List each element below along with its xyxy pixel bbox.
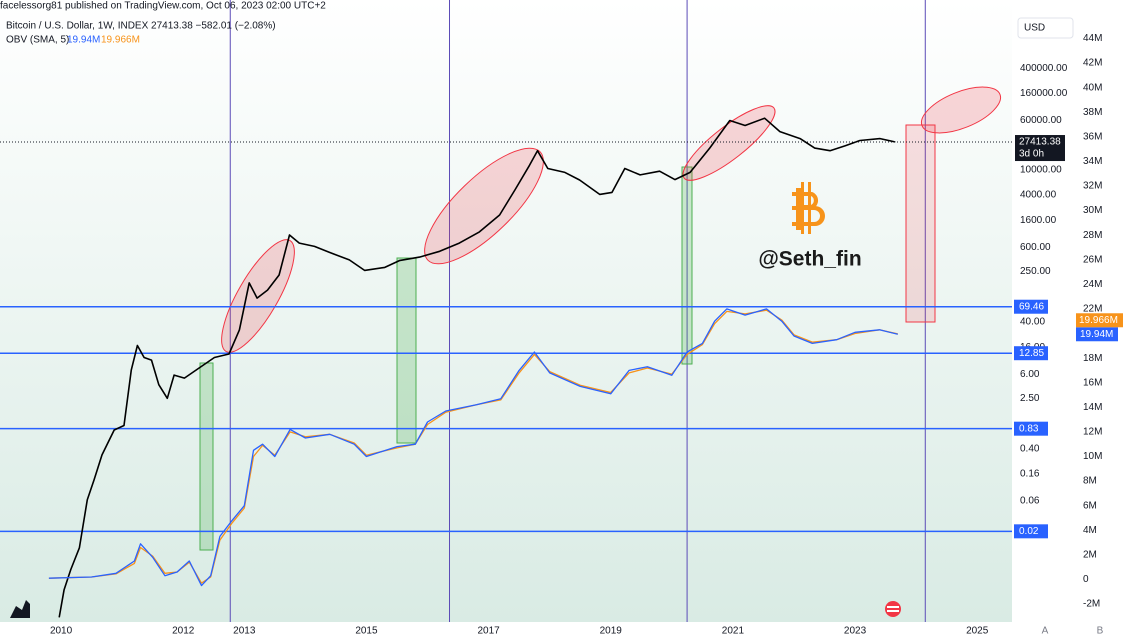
y2-tick-label: 18M bbox=[1083, 353, 1102, 364]
green-zone bbox=[681, 166, 693, 365]
series-line bbox=[48, 308, 898, 587]
obv-value: 19.94M bbox=[67, 35, 100, 46]
level-badge bbox=[1014, 524, 1048, 539]
publisher: facelessorg81 published on TradingView.c… bbox=[0, 1, 326, 12]
y2-tick-label: -2M bbox=[1083, 599, 1100, 610]
y2-tick-label: 10M bbox=[1083, 451, 1102, 462]
tv-logo bbox=[10, 600, 30, 618]
level-badge bbox=[1014, 299, 1048, 314]
x-tick-label: 2013 bbox=[233, 626, 256, 637]
y-tick-label: 6.00 bbox=[1020, 369, 1040, 380]
x-tick-label: 2012 bbox=[172, 626, 195, 637]
symbol-legend: Bitcoin / U.S. Dollar, 1W, INDEX 27413.3… bbox=[6, 21, 276, 32]
x-tick-label: 2015 bbox=[355, 626, 378, 637]
watermark: @Seth_fin bbox=[758, 248, 861, 271]
level-label: 12.85 bbox=[1019, 348, 1044, 359]
y2-tick-label: 22M bbox=[1083, 304, 1102, 315]
y-tick-label: 40.00 bbox=[1020, 317, 1045, 328]
y-tick-label: 600.00 bbox=[1020, 242, 1051, 253]
y2-tick-label: 42M bbox=[1083, 58, 1102, 69]
y-tick-label: 400000.00 bbox=[1020, 63, 1068, 74]
y2-tick-label: 38M bbox=[1083, 107, 1102, 118]
logo-tick bbox=[801, 182, 804, 234]
series-line bbox=[58, 117, 896, 618]
obv-sma-value: 19.966M bbox=[101, 35, 140, 46]
obv-sma-badge bbox=[1076, 313, 1123, 328]
y2-tick-label: 0 bbox=[1083, 574, 1089, 585]
bitcoin-logo bbox=[792, 182, 825, 234]
y-tick-label: 0.40 bbox=[1020, 443, 1040, 454]
logo-tick bbox=[808, 182, 811, 234]
obv-badge bbox=[1076, 327, 1118, 342]
y-tick-label: 4000.00 bbox=[1020, 190, 1057, 201]
y2-tick-label: 40M bbox=[1083, 82, 1102, 93]
x-tick-label: 2021 bbox=[722, 626, 745, 637]
y-tick-label: 0.06 bbox=[1020, 496, 1040, 507]
y2-tick-label: 28M bbox=[1083, 230, 1102, 241]
flag-stripe bbox=[887, 610, 899, 612]
level-label: 0.83 bbox=[1019, 423, 1039, 434]
cycle-ellipse bbox=[920, 86, 1002, 134]
y-tick-label: 1600.00 bbox=[1020, 215, 1057, 226]
flag-stripe bbox=[887, 606, 899, 608]
y-tick-label: 0.16 bbox=[1020, 469, 1040, 480]
obv-badge-label: 19.94M bbox=[1080, 329, 1113, 340]
flag-icon bbox=[885, 601, 901, 617]
y-tick-label: 2.50 bbox=[1020, 393, 1040, 404]
cycle-ellipse bbox=[424, 147, 544, 265]
countdown-label: 3d 0h bbox=[1019, 149, 1044, 160]
x-tick-label: 2017 bbox=[477, 626, 500, 637]
currency-button[interactable] bbox=[1017, 17, 1074, 39]
last-price-badge bbox=[1015, 135, 1065, 162]
y2-tick-label: 12M bbox=[1083, 427, 1102, 438]
axis-footer: A bbox=[1042, 626, 1049, 637]
y2-tick-label: 6M bbox=[1083, 500, 1097, 511]
red-zone bbox=[905, 124, 936, 323]
annotations bbox=[199, 86, 1002, 551]
last-price-label: 27413.38 bbox=[1019, 137, 1061, 148]
obv-legend: OBV (SMA, 5) bbox=[6, 35, 69, 46]
y2-tick-label: 8M bbox=[1083, 476, 1097, 487]
y2-tick-label: 32M bbox=[1083, 181, 1102, 192]
y2-tick-label: 36M bbox=[1083, 131, 1102, 142]
y2-tick-label: 44M bbox=[1083, 33, 1102, 44]
plot-background bbox=[0, 0, 1012, 622]
y-tick-label: 10000.00 bbox=[1020, 164, 1062, 175]
y2-tick-label: 14M bbox=[1083, 402, 1102, 413]
y2-tick-label: 30M bbox=[1083, 205, 1102, 216]
green-zone bbox=[199, 362, 214, 551]
y2-tick-label: 24M bbox=[1083, 279, 1102, 290]
y2-tick-label: 16M bbox=[1083, 377, 1102, 388]
currency-label[interactable]: USD bbox=[1024, 23, 1045, 34]
level-label: 69.46 bbox=[1019, 301, 1044, 312]
y-tick-label: 160000.00 bbox=[1020, 88, 1068, 99]
x-tick-label: 2010 bbox=[50, 626, 73, 637]
obv-sma-badge-label: 19.966M bbox=[1079, 315, 1118, 326]
axis-footer: B bbox=[1097, 626, 1104, 637]
level-label: 0.02 bbox=[1019, 526, 1039, 537]
y-tick-label: 60000.00 bbox=[1020, 115, 1062, 126]
y2-tick-label: 34M bbox=[1083, 156, 1102, 167]
x-tick-label: 2023 bbox=[844, 626, 867, 637]
green-zone bbox=[396, 257, 417, 444]
y-tick-label: 250.00 bbox=[1020, 266, 1051, 277]
y2-tick-label: 4M bbox=[1083, 525, 1097, 536]
cycle-ellipse bbox=[682, 105, 776, 181]
level-badge bbox=[1014, 346, 1048, 361]
x-tick-label: 2025 bbox=[966, 626, 989, 637]
level-badge bbox=[1014, 421, 1048, 436]
logo-bowl bbox=[792, 192, 819, 209]
y2-tick-label: 26M bbox=[1083, 254, 1102, 265]
flag-circle bbox=[885, 601, 901, 617]
x-tick-label: 2019 bbox=[600, 626, 623, 637]
y2-tick-label: 2M bbox=[1083, 549, 1097, 560]
